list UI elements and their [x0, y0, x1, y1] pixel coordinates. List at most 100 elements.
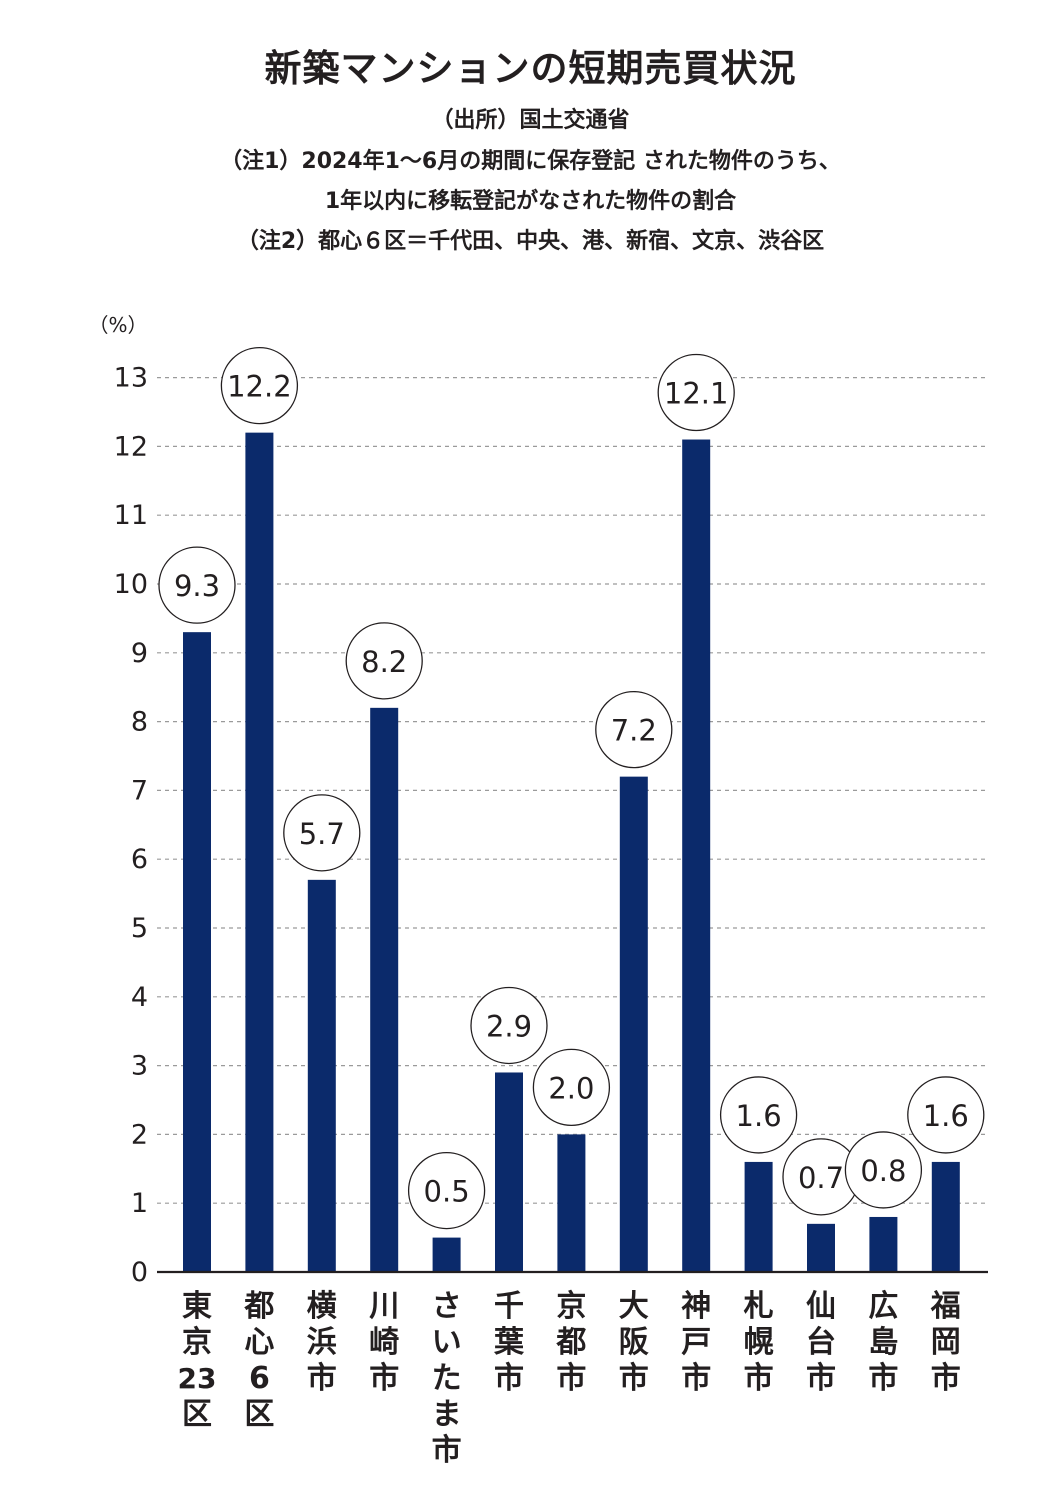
value-bubble — [220, 346, 299, 425]
x-tick-label: 市 — [744, 1361, 774, 1396]
note-2: （注2）都心６区＝千代田、中央、港、新宿、文京、渋谷区 — [236, 229, 825, 254]
bar — [682, 439, 711, 1272]
x-tick-label: さ — [432, 1289, 462, 1324]
data-label: 12.2 — [227, 370, 292, 404]
x-tick-label: 市 — [307, 1361, 337, 1396]
y-tick-label: 4 — [131, 982, 148, 1013]
x-tick-label: 市 — [619, 1361, 649, 1396]
data-label: 0.8 — [860, 1154, 906, 1188]
x-tick-label: 区 — [244, 1397, 274, 1432]
y-tick-label: 3 — [131, 1051, 148, 1082]
bar — [245, 432, 274, 1272]
bar — [619, 776, 648, 1272]
y-tick-label: 2 — [131, 1119, 148, 1150]
x-tick-label: 市 — [369, 1361, 399, 1396]
x-tick-label: 都 — [243, 1289, 274, 1324]
chart-title: 新築マンションの短期売買状況 — [264, 47, 797, 90]
bar — [807, 1223, 835, 1272]
value-bubble — [657, 353, 735, 432]
value-bubble — [470, 986, 548, 1065]
value-bubble — [719, 1076, 798, 1154]
bar — [370, 707, 399, 1272]
note-1-line-2: 1年以内に移転登記がなされた物件の割合 — [324, 189, 737, 214]
y-tick-label: 13 — [114, 363, 148, 394]
bar — [495, 1072, 523, 1272]
x-tick-label: 葉 — [493, 1325, 525, 1360]
bar — [869, 1216, 898, 1272]
x-tick-label: い — [432, 1325, 462, 1360]
y-tick-label: 1 — [131, 1188, 148, 1219]
x-tick-label: 京 — [556, 1289, 586, 1324]
y-tick-label: 11 — [114, 500, 148, 531]
y-tick-label: 10 — [114, 569, 148, 600]
y-tick-label: 12 — [114, 431, 148, 462]
x-tick-label: 浜 — [307, 1325, 337, 1360]
y-tick-label: 0 — [131, 1257, 148, 1288]
y-tick-label: 6 — [131, 844, 148, 875]
value-bubble — [345, 622, 423, 700]
value-bubble — [158, 546, 236, 624]
x-tick-label: 市 — [432, 1433, 462, 1468]
y-tick-label: 9 — [131, 638, 148, 669]
x-tick-label: た — [432, 1361, 462, 1396]
x-tick-label: 札 — [744, 1289, 774, 1324]
x-tick-label: 島 — [868, 1325, 898, 1360]
x-tick-label: 崎 — [369, 1325, 399, 1360]
x-tick-label: 都 — [555, 1325, 586, 1360]
x-tick-label: 市 — [681, 1361, 711, 1396]
x-tick-label: 市 — [806, 1361, 836, 1396]
y-tick-label: 7 — [131, 775, 148, 806]
bar — [183, 632, 211, 1272]
data-label: 7.2 — [611, 714, 657, 748]
x-tick-label: 大 — [619, 1289, 649, 1324]
data-label: 5.7 — [299, 817, 345, 851]
x-tick-label: 福 — [930, 1289, 961, 1324]
x-tick-label: 川 — [369, 1289, 399, 1324]
data-label: 1.6 — [923, 1099, 969, 1133]
bar — [432, 1237, 461, 1272]
data-label: 8.2 — [361, 645, 407, 679]
value-bubble — [407, 1151, 486, 1230]
bar — [557, 1134, 586, 1272]
x-tick-label: 阪 — [619, 1325, 649, 1360]
y-tick-label: 5 — [131, 913, 148, 944]
x-tick-label: 区 — [182, 1397, 212, 1432]
value-bubble — [907, 1076, 985, 1154]
value-bubble — [595, 690, 673, 769]
value-bubble — [283, 794, 361, 872]
x-tick-label: 心 — [244, 1325, 274, 1360]
bar — [307, 879, 336, 1272]
x-tick-label: 京 — [182, 1325, 212, 1360]
data-label: 2.9 — [486, 1009, 532, 1043]
value-bubble — [532, 1048, 611, 1127]
x-tick-label: 神 — [681, 1289, 711, 1324]
x-tick-label: 戸 — [681, 1325, 711, 1360]
x-tick-label: 仙 — [806, 1289, 836, 1324]
y-axis-unit-label: （%） — [88, 313, 147, 337]
data-label: 2.0 — [548, 1071, 594, 1105]
value-bubble — [844, 1131, 923, 1209]
data-label: 0.5 — [424, 1175, 470, 1209]
x-tick-label: ま — [432, 1397, 462, 1432]
x-tick-label: 市 — [556, 1361, 586, 1396]
x-tick-label: 台 — [806, 1325, 836, 1360]
x-tick-label: 広 — [868, 1289, 898, 1324]
x-tick-label: 市 — [494, 1361, 524, 1396]
x-tick-label: 千 — [494, 1289, 524, 1324]
bar — [931, 1161, 960, 1272]
bar — [744, 1161, 773, 1272]
x-tick-label: 市 — [868, 1361, 898, 1396]
source-note: （出所）国土交通省 — [431, 108, 630, 133]
x-tick-label: 幌 — [744, 1325, 774, 1360]
data-label: 9.3 — [174, 569, 220, 603]
x-tick-label: 岡 — [931, 1325, 961, 1360]
x-tick-label: 横 — [307, 1289, 337, 1324]
x-tick-label: 23 — [178, 1362, 217, 1395]
note-1-line-1: （注1）2024年1～6月の期間に保存登記 された物件のうち、 — [220, 149, 841, 174]
data-label: 1.6 — [736, 1099, 782, 1133]
x-tick-label: 6 — [249, 1361, 270, 1396]
x-tick-label: 東 — [182, 1289, 212, 1324]
y-tick-label: 8 — [131, 707, 148, 738]
data-label: 0.7 — [798, 1161, 844, 1195]
